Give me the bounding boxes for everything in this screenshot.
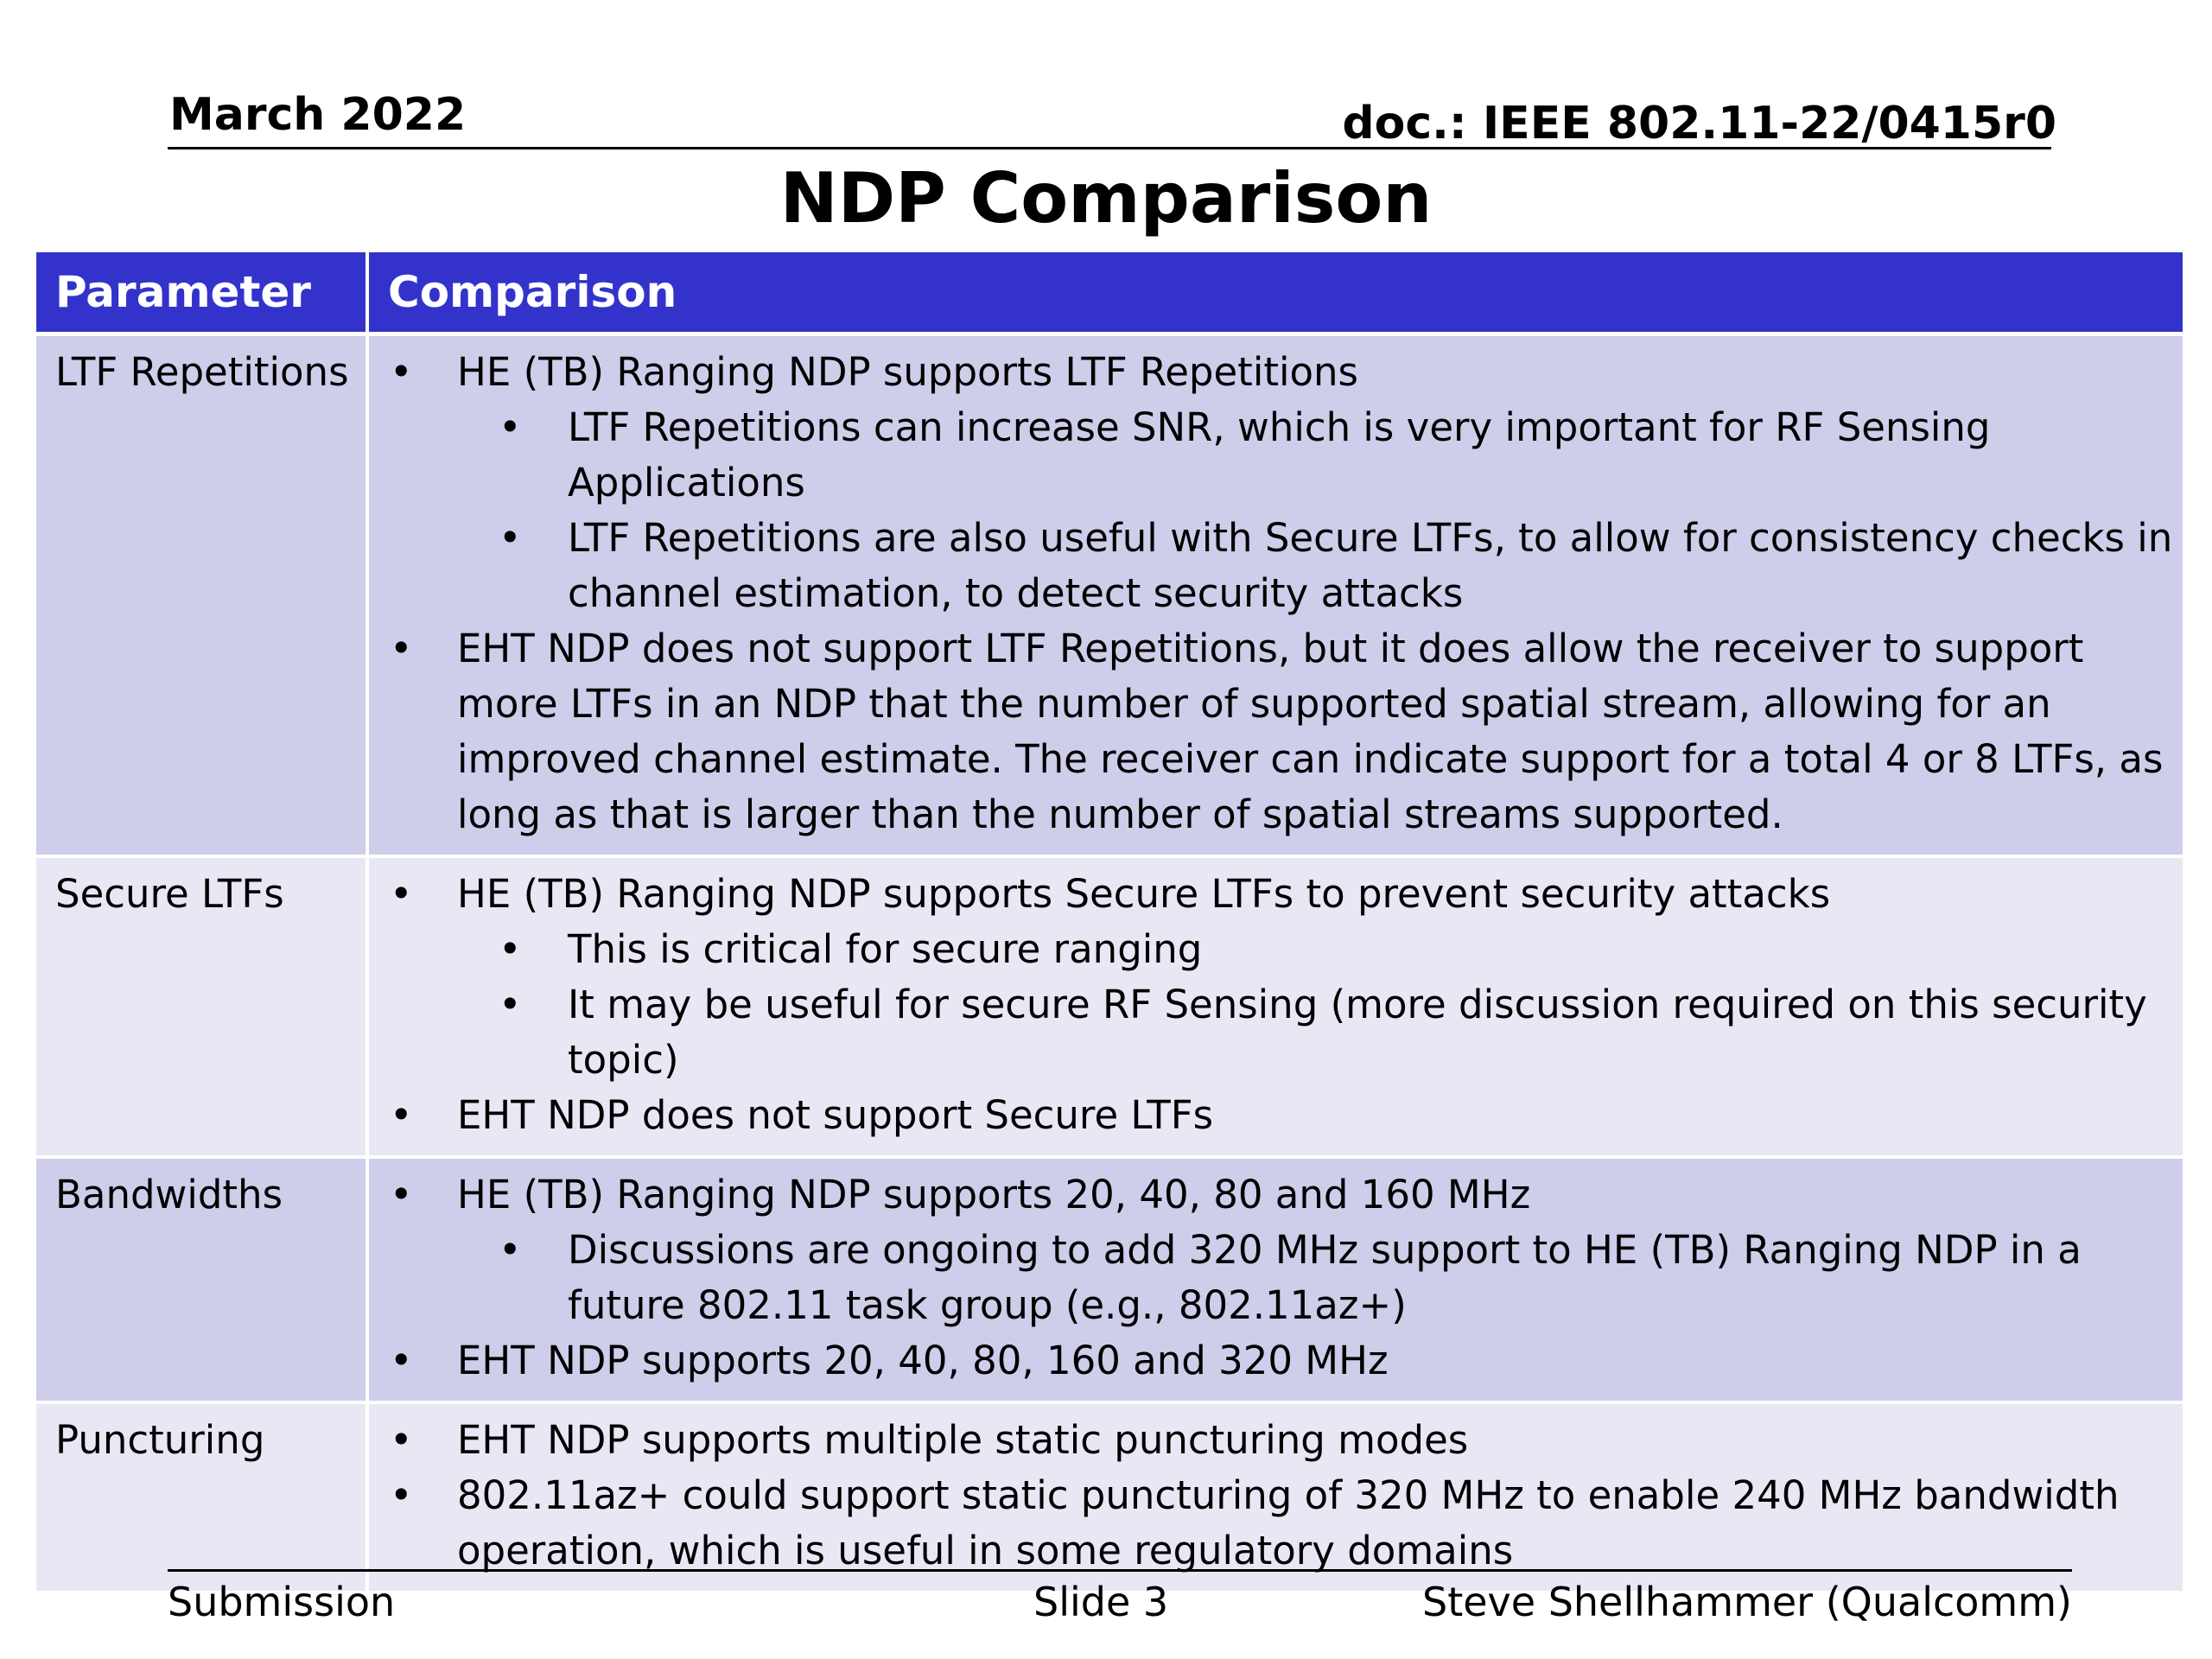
footer-author: Steve Shellhammer (Qualcomm) bbox=[1422, 1579, 2072, 1625]
sub-bullet-item: LTF Repetitions are also useful with Sec… bbox=[369, 511, 2174, 621]
comparison-cell: HE (TB) Ranging NDP supports Secure LTFs… bbox=[367, 856, 2186, 1159]
column-header-parameter: Parameter bbox=[36, 252, 369, 336]
header-divider bbox=[168, 147, 2051, 149]
bullet-item: HE (TB) Ranging NDP supports LTF Repetit… bbox=[369, 345, 2174, 400]
bullet-item: EHT NDP does not support LTF Repetitions… bbox=[369, 621, 2174, 842]
comparison-cell: EHT NDP supports multiple static punctur… bbox=[367, 1402, 2186, 1594]
comparison-cell: HE (TB) Ranging NDP supports LTF Repetit… bbox=[367, 334, 2186, 858]
comparison-table: Parameter Comparison LTF Repetitions HE … bbox=[36, 252, 2186, 1594]
table-header-row: Parameter Comparison bbox=[36, 252, 2186, 336]
bullet-item: HE (TB) Ranging NDP supports 20, 40, 80 … bbox=[369, 1167, 2174, 1223]
parameter-cell: Secure LTFs bbox=[36, 856, 369, 1159]
sub-bullet-item: It may be useful for secure RF Sensing (… bbox=[369, 977, 2174, 1088]
parameter-cell: Bandwidths bbox=[36, 1157, 369, 1404]
bullet-item: EHT NDP does not support Secure LTFs bbox=[369, 1088, 2174, 1143]
parameter-cell: LTF Repetitions bbox=[36, 334, 369, 858]
footer-divider bbox=[168, 1569, 2072, 1572]
slide-title: NDP Comparison bbox=[779, 158, 1433, 238]
header-date: March 2022 bbox=[169, 89, 467, 141]
bullet-item: EHT NDP supports 20, 40, 80, 160 and 320… bbox=[369, 1333, 2174, 1389]
sub-bullet-item: This is critical for secure ranging bbox=[369, 922, 2174, 977]
table-row: Bandwidths HE (TB) Ranging NDP supports … bbox=[36, 1157, 2186, 1404]
comparison-cell: HE (TB) Ranging NDP supports 20, 40, 80 … bbox=[367, 1157, 2186, 1404]
table-row: LTF Repetitions HE (TB) Ranging NDP supp… bbox=[36, 334, 2186, 858]
bullet-item: 802.11az+ could support static puncturin… bbox=[369, 1468, 2174, 1579]
bullet-item: HE (TB) Ranging NDP supports Secure LTFs… bbox=[369, 867, 2174, 922]
table-row: Puncturing EHT NDP supports multiple sta… bbox=[36, 1402, 2186, 1594]
column-header-comparison: Comparison bbox=[367, 252, 2186, 336]
footer-submission: Submission bbox=[168, 1579, 396, 1625]
sub-bullet-item: LTF Repetitions can increase SNR, which … bbox=[369, 400, 2174, 511]
footer-slide-number: Slide 3 bbox=[1033, 1579, 1169, 1625]
sub-bullet-item: Discussions are ongoing to add 320 MHz s… bbox=[369, 1223, 2174, 1333]
table-row: Secure LTFs HE (TB) Ranging NDP supports… bbox=[36, 856, 2186, 1159]
parameter-cell: Puncturing bbox=[36, 1402, 369, 1594]
header-doc-id: doc.: IEEE 802.11-22/0415r0 bbox=[1342, 98, 2056, 149]
bullet-item: EHT NDP supports multiple static punctur… bbox=[369, 1413, 2174, 1468]
